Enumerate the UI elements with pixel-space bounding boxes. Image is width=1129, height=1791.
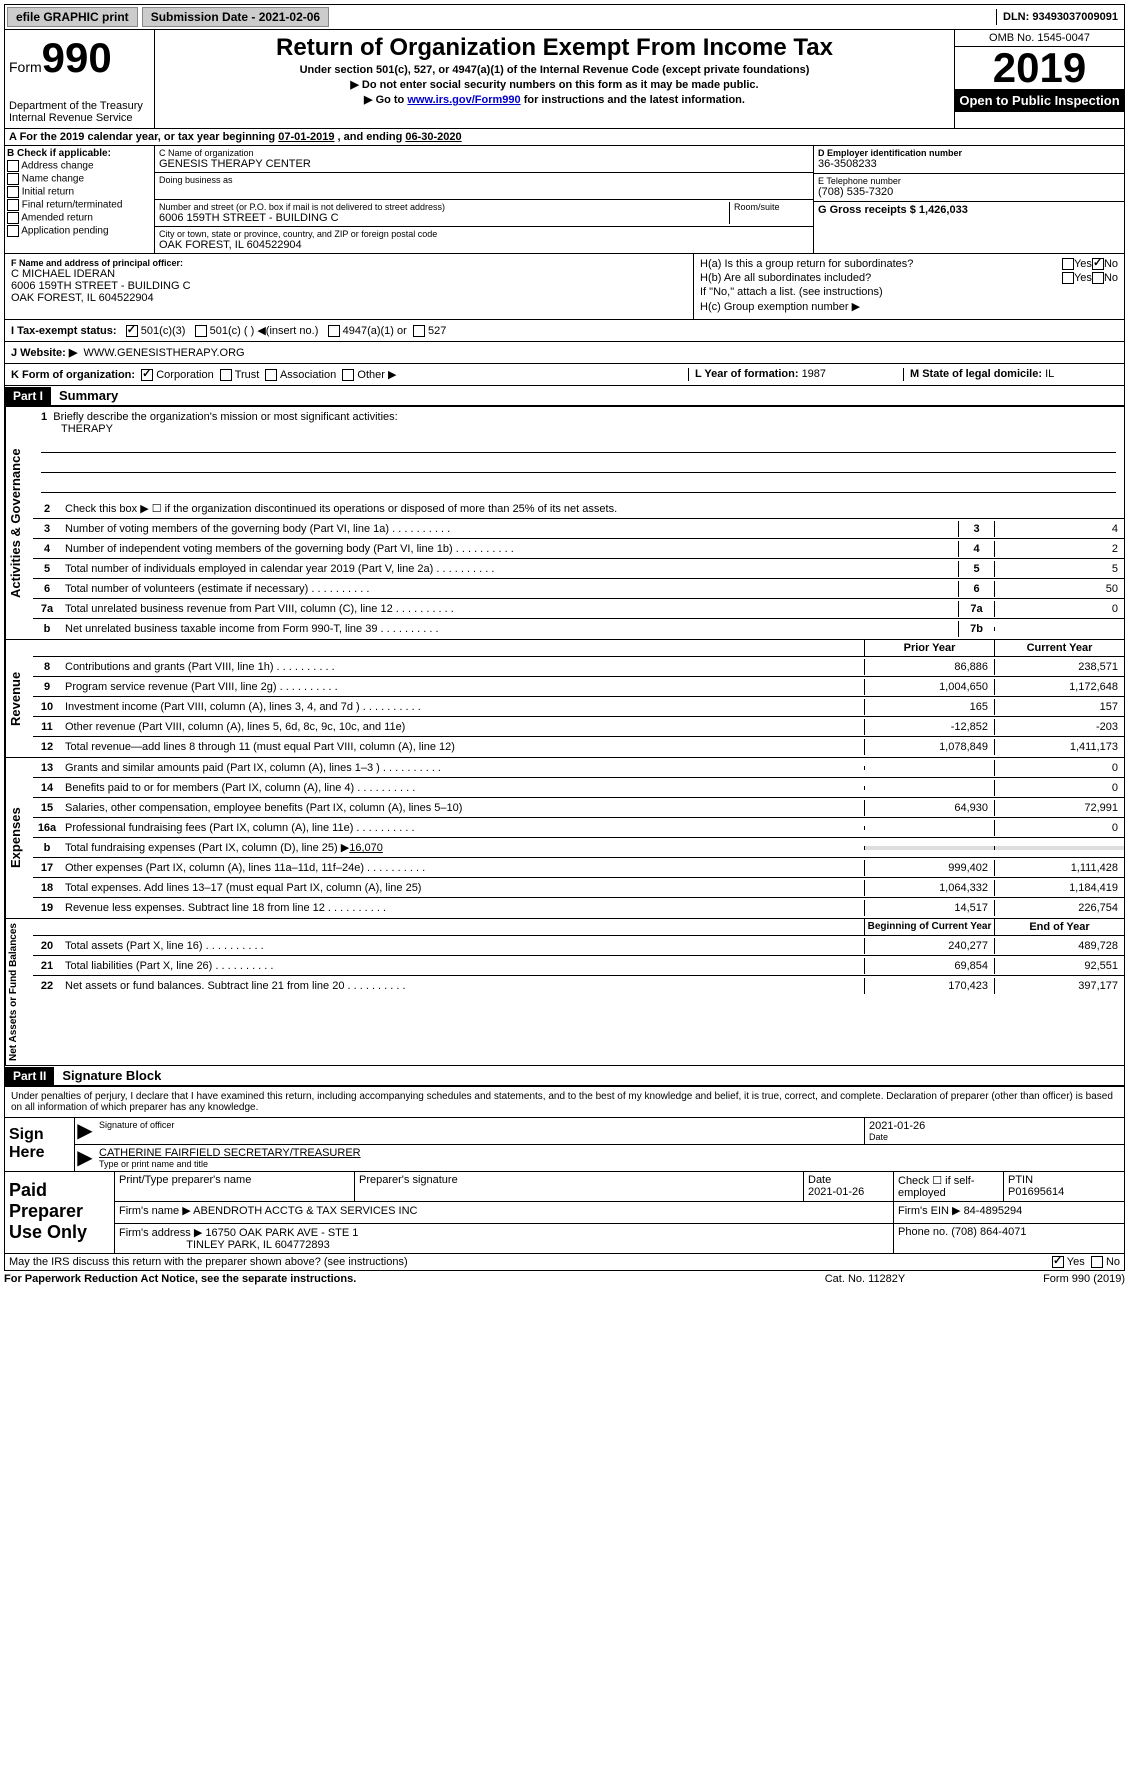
dept-treasury: Department of the Treasury	[9, 100, 150, 112]
form-of-org: K Form of organization: Corporation Trus…	[4, 364, 1125, 386]
phone-value: (708) 535-7320	[818, 186, 1120, 198]
org-city: OAK FOREST, IL 604522904	[159, 239, 809, 251]
ein-value: 36-3508233	[818, 158, 1120, 170]
firm-name: ABENDROTH ACCTG & TAX SERVICES INC	[193, 1205, 417, 1217]
form-number: Form990	[9, 34, 150, 82]
form-header: Form990 Department of the Treasury Inter…	[4, 30, 1125, 129]
org-info: C Name of organization GENESIS THERAPY C…	[155, 146, 814, 253]
officer-name: C MICHAEL IDERAN	[11, 268, 687, 280]
firm-ein: 84-4895294	[964, 1205, 1023, 1217]
irs: Internal Revenue Service	[9, 112, 150, 124]
org-address: 6006 159TH STREET - BUILDING C	[159, 212, 729, 224]
ptin: P01695614	[1008, 1186, 1064, 1198]
open-public-badge: Open to Public Inspection	[955, 89, 1124, 112]
page-footer: For Paperwork Reduction Act Notice, see …	[4, 1271, 1125, 1287]
tax-exempt-status: I Tax-exempt status: 501(c)(3) 501(c) ( …	[4, 320, 1125, 342]
sign-date: 2021-01-26	[869, 1120, 925, 1132]
dln: DLN: 93493037009091	[996, 9, 1124, 25]
l5-val: 5	[994, 561, 1124, 577]
year-formation: 1987	[802, 368, 826, 380]
expenses-section: Expenses 13Grants and similar amounts pa…	[4, 758, 1125, 919]
gross-receipts: 1,426,033	[919, 204, 968, 216]
l7b-val	[994, 627, 1124, 631]
firm-phone: (708) 864-4071	[951, 1226, 1026, 1238]
l6-val: 50	[994, 581, 1124, 597]
website-value: WWW.GENESISTHERAPY.ORG	[83, 347, 244, 359]
form-subtitle: Under section 501(c), 527, or 4947(a)(1)…	[159, 64, 950, 76]
discuss-row: May the IRS discuss this return with the…	[4, 1254, 1125, 1271]
part1-header: Part I Summary	[5, 386, 1124, 406]
check-if-applicable: B Check if applicable: Address change Na…	[5, 146, 155, 253]
submission-date-btn[interactable]: Submission Date - 2021-02-06	[142, 7, 329, 27]
l4-val: 2	[994, 541, 1124, 557]
info-grid: B Check if applicable: Address change Na…	[4, 146, 1125, 254]
officer-group: F Name and address of principal officer:…	[4, 254, 1125, 320]
part2-header: Part II Signature Block	[5, 1066, 1124, 1086]
form-note1: ▶ Do not enter social security numbers o…	[159, 78, 950, 91]
irs-link[interactable]: www.irs.gov/Form990	[407, 94, 520, 106]
l7a-val: 0	[994, 601, 1124, 617]
org-name: GENESIS THERAPY CENTER	[159, 158, 809, 170]
perjury-statement: Under penalties of perjury, I declare th…	[4, 1087, 1125, 1118]
form-title: Return of Organization Exempt From Incom…	[159, 34, 950, 62]
state-domicile: IL	[1045, 368, 1054, 380]
website-row: J Website: ▶ WWW.GENESISTHERAPY.ORG	[4, 342, 1125, 364]
efile-topbar: efile GRAPHIC print Submission Date - 20…	[4, 4, 1125, 30]
efile-graphic-btn[interactable]: efile GRAPHIC print	[7, 7, 138, 27]
tax-period: A For the 2019 calendar year, or tax yea…	[4, 129, 1125, 146]
ein-phone: D Employer identification number 36-3508…	[814, 146, 1124, 253]
l3-val: 4	[994, 521, 1124, 537]
form-note2: ▶ Go to www.irs.gov/Form990 for instruct…	[159, 93, 950, 106]
paid-preparer-block: Paid Preparer Use Only Print/Type prepar…	[4, 1172, 1125, 1254]
mission-text: THERAPY	[41, 423, 1116, 435]
signature-block: Sign Here ▶ Signature of officer 2021-01…	[4, 1118, 1125, 1172]
revenue-section: Revenue Prior YearCurrent Year 8Contribu…	[4, 640, 1125, 758]
officer-name-title: CATHERINE FAIRFIELD SECRETARY/TREASURER	[99, 1147, 361, 1159]
firm-address: 16750 OAK PARK AVE - STE 1	[205, 1227, 358, 1239]
tax-year: 2019	[955, 47, 1124, 89]
activities-governance: Activities & Governance 1 Briefly descri…	[4, 407, 1125, 640]
net-assets-section: Net Assets or Fund Balances Beginning of…	[4, 919, 1125, 1066]
